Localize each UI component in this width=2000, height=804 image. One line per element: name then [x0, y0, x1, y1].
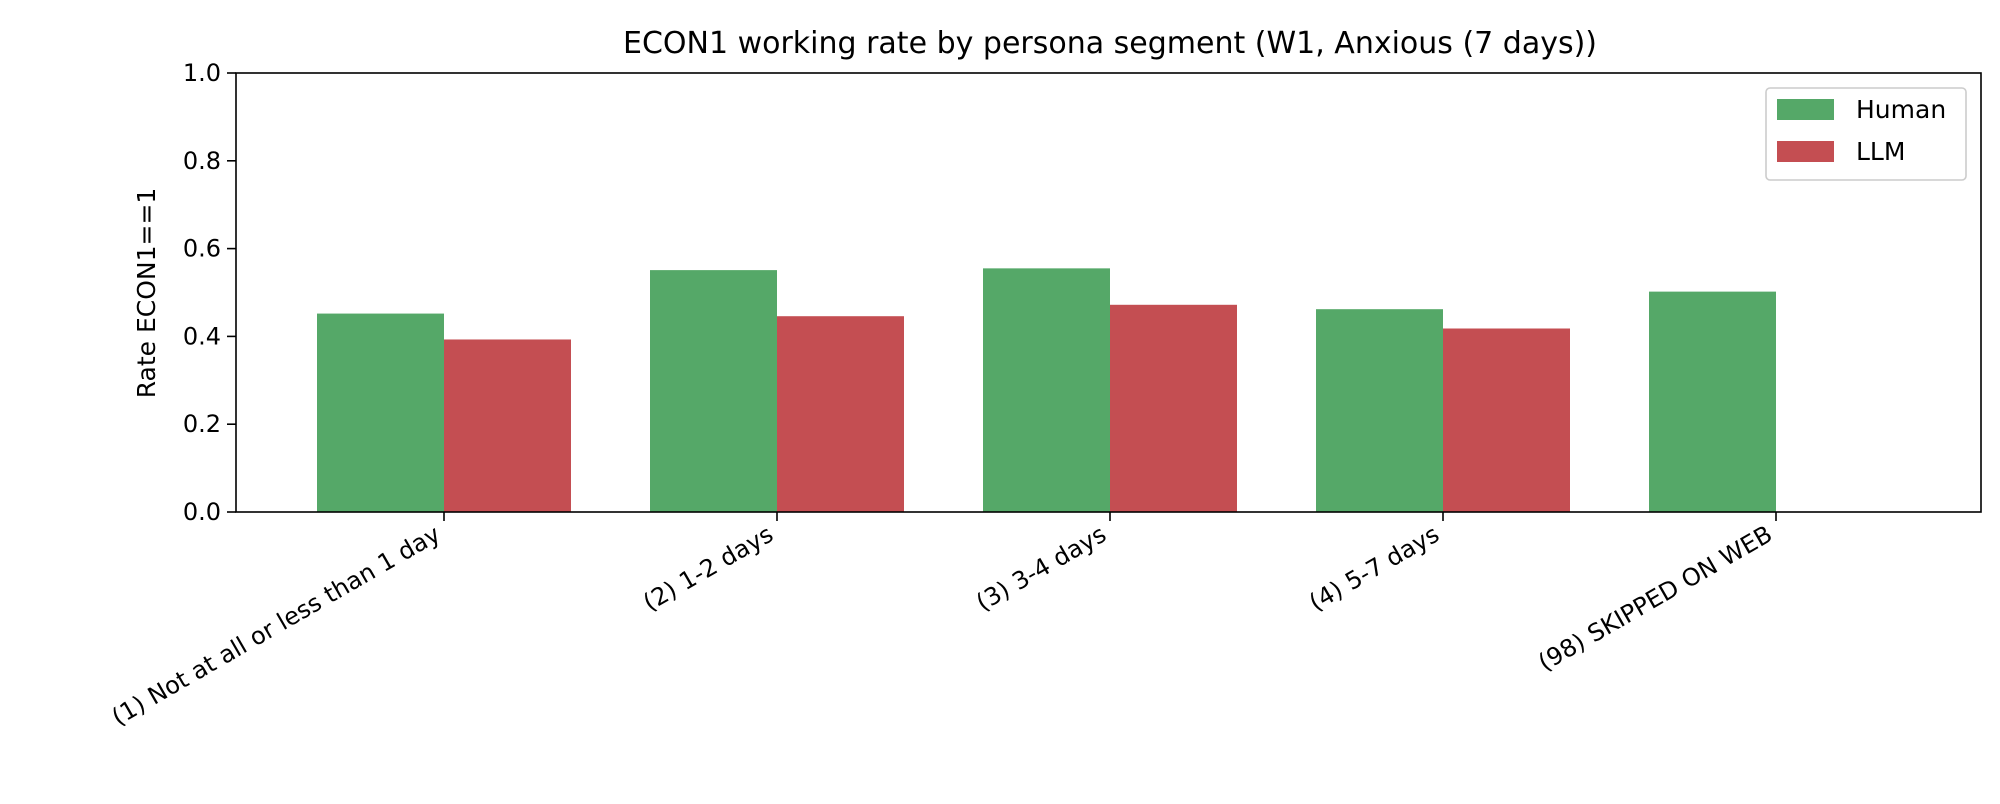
- bar-human-0: [317, 313, 444, 512]
- bar-human-2: [983, 268, 1110, 512]
- bar-llm-3: [1443, 328, 1570, 512]
- legend-swatch-llm: [1777, 141, 1834, 162]
- x-tick-label: (1) Not at all or less than 1 day: [107, 520, 445, 731]
- bar-human-4: [1649, 291, 1776, 512]
- y-tick-label: 1.0: [183, 59, 221, 87]
- y-tick-label: 0.6: [183, 235, 221, 263]
- legend: Human LLM: [1765, 87, 1967, 181]
- chart-title: ECON1 working rate by persona segment (W…: [623, 26, 1597, 61]
- bar-human-1: [650, 270, 777, 512]
- x-tick-label: (4) 5-7 days: [1304, 520, 1444, 617]
- bar-llm-0: [444, 339, 571, 512]
- y-tick-label: 0.8: [183, 147, 221, 175]
- y-tick-label: 0.0: [183, 498, 221, 526]
- plot-frame: [235, 72, 1982, 513]
- bar-llm-1: [777, 316, 904, 512]
- y-axis-label: Rate ECON1==1: [132, 188, 161, 399]
- y-axis-ticks: 0.0 0.2 0.4 0.6 0.8 1.0: [183, 59, 236, 526]
- bar-human-3: [1316, 309, 1443, 512]
- x-tick-label: (3) 3-4 days: [971, 520, 1111, 617]
- bars-layer: [317, 268, 1776, 512]
- y-tick-label: 0.2: [183, 410, 221, 438]
- bar-llm-2: [1110, 304, 1237, 512]
- legend-label-human: Human: [1856, 95, 1946, 124]
- x-tick-label: (2) 1-2 days: [638, 520, 778, 617]
- y-tick-label: 0.4: [183, 322, 221, 350]
- x-axis-ticks: (1) Not at all or less than 1 day (2) 1-2…: [107, 512, 1777, 731]
- legend-label-llm: LLM: [1856, 137, 1905, 166]
- legend-swatch-human: [1777, 99, 1834, 120]
- x-tick-label: (98) SKIPPED ON WEB: [1534, 520, 1777, 677]
